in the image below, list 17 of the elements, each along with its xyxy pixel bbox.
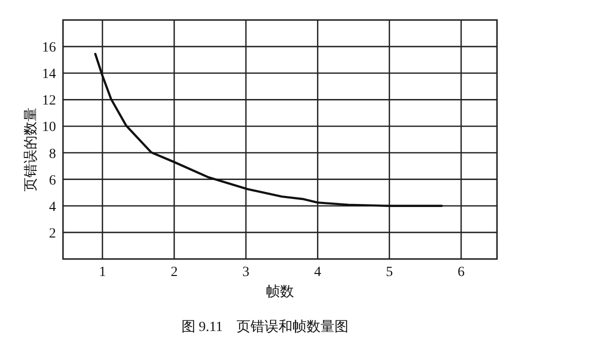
y-tick-label: 8 <box>49 146 56 162</box>
x-axis-title: 帧数 <box>266 284 294 300</box>
y-tick-label: 6 <box>49 173 56 188</box>
y-axis-title: 页错误的数量 <box>23 108 39 192</box>
y-tick-label: 12 <box>42 94 56 109</box>
x-tick-label: 2 <box>170 265 178 280</box>
x-tick-label: 5 <box>386 265 393 280</box>
y-tick-label: 10 <box>42 120 56 136</box>
x-tick-label: 6 <box>458 265 465 280</box>
x-tick-label: 4 <box>314 265 322 280</box>
caption: 图 9.11 页错误和帧数量图 <box>181 319 349 335</box>
y-tick-label: 2 <box>49 226 56 242</box>
x-tick-label: 3 <box>242 265 250 280</box>
x-tick-label: 1 <box>98 265 106 280</box>
y-tick-label: 14 <box>42 67 56 82</box>
y-tick-label: 16 <box>42 40 56 56</box>
y-tick-label: 4 <box>49 200 56 215</box>
